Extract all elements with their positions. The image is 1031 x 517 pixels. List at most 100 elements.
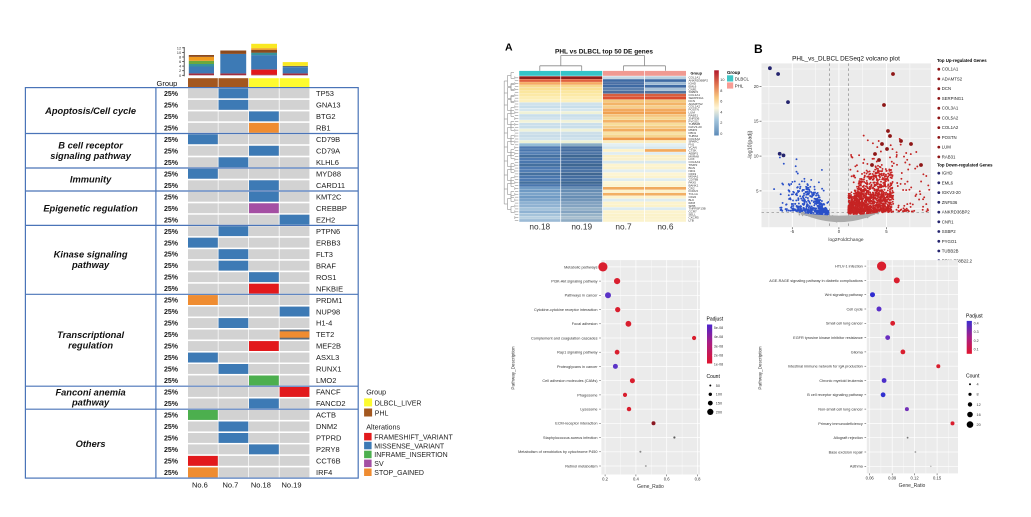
svg-text:20: 20 bbox=[754, 84, 759, 89]
svg-text:10: 10 bbox=[177, 50, 182, 55]
svg-text:Count: Count bbox=[966, 374, 980, 380]
svg-text:RAB31: RAB31 bbox=[942, 154, 956, 159]
svg-text:25%: 25% bbox=[164, 378, 179, 385]
svg-text:10: 10 bbox=[754, 154, 759, 159]
svg-text:IGHD: IGHD bbox=[942, 171, 953, 176]
svg-text:Cell cycle: Cell cycle bbox=[847, 307, 863, 311]
svg-text:25%: 25% bbox=[164, 470, 179, 477]
svg-text:SERPING1: SERPING1 bbox=[942, 96, 964, 101]
svg-text:COL5A2: COL5A2 bbox=[942, 115, 959, 120]
svg-text:COL3A1: COL3A1 bbox=[942, 106, 959, 111]
svg-text:COL3A1: COL3A1 bbox=[689, 93, 701, 97]
svg-text:Small cell lung cancer: Small cell lung cancer bbox=[826, 322, 864, 326]
svg-text:FCRL5: FCRL5 bbox=[689, 189, 699, 193]
svg-text:HTLV-1 infection: HTLV-1 infection bbox=[835, 265, 863, 269]
svg-text:Group: Group bbox=[366, 388, 386, 397]
svg-text:PHL_vs_DLBCL DESeq2 volcano pl: PHL_vs_DLBCL DESeq2 volcano plot bbox=[792, 56, 900, 63]
svg-text:Group: Group bbox=[691, 72, 703, 76]
svg-text:EGFR tyrosine kinase inhibitor: EGFR tyrosine kinase inhibitor resistanc… bbox=[793, 336, 863, 340]
svg-text:25%: 25% bbox=[164, 91, 179, 98]
svg-text:MEF2B: MEF2B bbox=[316, 342, 341, 351]
svg-text:0.15: 0.15 bbox=[933, 476, 942, 481]
svg-text:Proteoglycans in cancer: Proteoglycans in cancer bbox=[557, 365, 598, 369]
svg-text:Apoptosis/Cell cycle: Apoptosis/Cell cycle bbox=[44, 106, 136, 116]
svg-text:PYGO1: PYGO1 bbox=[689, 119, 700, 123]
svg-text:VCAN: VCAN bbox=[689, 146, 697, 150]
svg-text:2: 2 bbox=[720, 121, 722, 125]
svg-text:25%: 25% bbox=[164, 275, 179, 282]
svg-text:Cell adhesion molecules (CAMs): Cell adhesion molecules (CAMs) bbox=[542, 379, 598, 383]
svg-text:ZNF536: ZNF536 bbox=[942, 200, 958, 205]
svg-text:FANCF: FANCF bbox=[316, 388, 341, 397]
svg-text:P2RY8: P2RY8 bbox=[316, 445, 340, 454]
svg-text:DCN: DCN bbox=[689, 99, 696, 103]
svg-text:8: 8 bbox=[720, 89, 722, 93]
svg-text:TUBB2B: TUBB2B bbox=[942, 249, 959, 254]
svg-text:PAX5: PAX5 bbox=[689, 181, 697, 185]
svg-text:ACTB: ACTB bbox=[316, 411, 336, 420]
svg-text:16: 16 bbox=[977, 413, 981, 417]
svg-text:Glioma: Glioma bbox=[851, 350, 864, 354]
svg-text:FRAMESHIFT_VARIANT: FRAMESHIFT_VARIANT bbox=[374, 434, 453, 441]
svg-text:Retinol metabolism: Retinol metabolism bbox=[565, 464, 597, 468]
svg-text:FN1: FN1 bbox=[689, 143, 695, 147]
svg-text:0: 0 bbox=[720, 132, 722, 136]
svg-text:PHL: PHL bbox=[735, 83, 744, 88]
svg-text:25%: 25% bbox=[164, 332, 179, 339]
svg-text:Top Up-regulated Genes: Top Up-regulated Genes bbox=[937, 58, 987, 63]
svg-text:25%: 25% bbox=[164, 413, 179, 420]
svg-text:25%: 25% bbox=[164, 390, 179, 397]
svg-text:0: 0 bbox=[179, 73, 182, 78]
svg-text:0.6: 0.6 bbox=[664, 477, 670, 482]
svg-text:12: 12 bbox=[977, 403, 981, 407]
svg-text:IRF8: IRF8 bbox=[689, 201, 696, 205]
svg-text:EZH2: EZH2 bbox=[316, 215, 335, 224]
svg-text:Group: Group bbox=[727, 70, 740, 75]
svg-text:Pathway_Description: Pathway_Description bbox=[511, 346, 516, 390]
svg-text:25%: 25% bbox=[164, 137, 179, 144]
svg-text:IGKV3-20: IGKV3-20 bbox=[689, 125, 703, 129]
svg-text:BGN: BGN bbox=[689, 166, 696, 170]
svg-text:25%: 25% bbox=[164, 194, 179, 201]
svg-text:IRF4: IRF4 bbox=[316, 468, 332, 477]
svg-text:SPIB: SPIB bbox=[689, 204, 696, 208]
svg-text:25%: 25% bbox=[164, 286, 179, 293]
svg-text:LMO2: LMO2 bbox=[316, 376, 336, 385]
svg-text:Lysosome: Lysosome bbox=[580, 408, 597, 412]
svg-text:Epigenetic regulation: Epigenetic regulation bbox=[43, 203, 138, 213]
svg-text:DNM2: DNM2 bbox=[316, 422, 337, 431]
svg-text:STOP_GAINED: STOP_GAINED bbox=[374, 470, 424, 477]
svg-text:log2FoldChange: log2FoldChange bbox=[828, 237, 864, 243]
svg-text:3e-08: 3e-08 bbox=[714, 344, 723, 348]
svg-text:INFRAME_INSERTION: INFRAME_INSERTION bbox=[374, 452, 447, 459]
svg-text:EML6: EML6 bbox=[689, 84, 697, 88]
svg-text:No.7: No.7 bbox=[222, 481, 238, 490]
svg-text:TET2: TET2 bbox=[316, 330, 334, 339]
svg-text:No.18: No.18 bbox=[251, 481, 271, 490]
svg-text:Cytokine-cytokine receptor int: Cytokine-cytokine receptor interaction bbox=[534, 308, 598, 312]
svg-text:PYGO1: PYGO1 bbox=[942, 239, 957, 244]
svg-text:B: B bbox=[754, 42, 763, 56]
svg-text:Asthma: Asthma bbox=[850, 465, 864, 469]
svg-text:CTSK: CTSK bbox=[689, 148, 697, 152]
svg-text:COL6A3: COL6A3 bbox=[689, 160, 701, 164]
svg-text:2: 2 bbox=[179, 68, 182, 73]
svg-text:CNR1: CNR1 bbox=[942, 219, 954, 224]
svg-text:Intestinal immune network for: Intestinal immune network for IgA produc… bbox=[788, 365, 863, 369]
svg-text:0.09: 0.09 bbox=[888, 476, 897, 481]
svg-text:CNR1: CNR1 bbox=[689, 87, 697, 91]
svg-text:25%: 25% bbox=[164, 206, 179, 213]
svg-text:FLT3: FLT3 bbox=[316, 250, 333, 259]
svg-text:Rap1 signaling pathway: Rap1 signaling pathway bbox=[557, 351, 597, 355]
svg-text:ANKRD36BP2: ANKRD36BP2 bbox=[942, 210, 971, 215]
svg-text:SELL: SELL bbox=[689, 213, 697, 217]
svg-text:2e-08: 2e-08 bbox=[714, 354, 723, 358]
svg-text:COL1A2: COL1A2 bbox=[689, 105, 701, 109]
svg-text:6: 6 bbox=[720, 100, 722, 104]
svg-text:-5: -5 bbox=[790, 229, 794, 234]
svg-text:pathway: pathway bbox=[71, 398, 110, 408]
svg-text:THBS2: THBS2 bbox=[689, 134, 699, 138]
svg-text:NUP98: NUP98 bbox=[316, 307, 340, 316]
svg-text:Gene_Ratio: Gene_Ratio bbox=[899, 483, 926, 489]
svg-text:no.6: no.6 bbox=[657, 222, 674, 232]
